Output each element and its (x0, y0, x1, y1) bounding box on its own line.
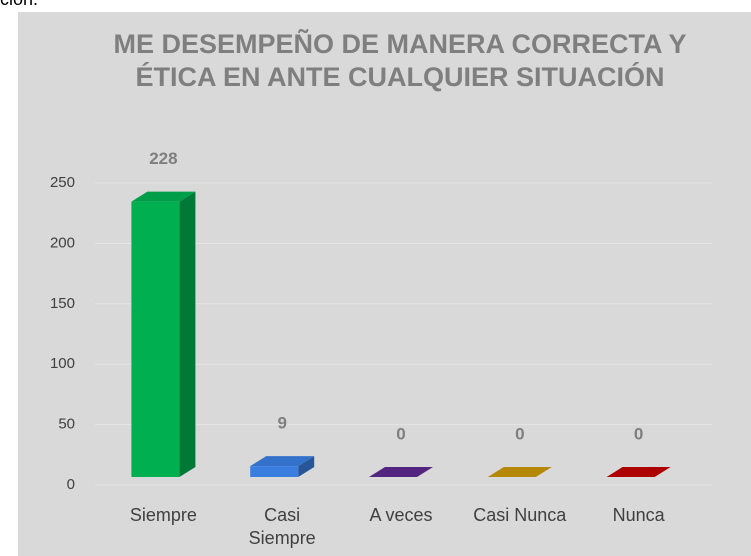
bar (250, 456, 315, 477)
bar (487, 467, 552, 477)
x-tick-label: Siempre (129, 505, 197, 525)
bar (131, 191, 196, 478)
bar-face (606, 467, 671, 477)
chart-title: ME DESEMPEÑO DE MANERA CORRECTA Y ÉTICA … (113, 29, 687, 92)
x-tick-label: Casi Siempre (248, 505, 316, 548)
bar-face (131, 191, 196, 202)
data-label: 0 (515, 424, 524, 443)
y-tick-label: 0 (67, 476, 75, 493)
bar-face (179, 191, 196, 478)
bar-face (487, 467, 552, 477)
y-tick-label: 50 (58, 416, 75, 433)
bar (369, 467, 433, 477)
data-label: 228 (149, 149, 177, 168)
bar-face (131, 201, 180, 478)
bar-face (250, 456, 315, 467)
bar-face (298, 456, 315, 477)
y-tick-label: 150 (50, 295, 75, 312)
y-tick-label: 250 (50, 174, 75, 191)
data-label: 9 (277, 414, 286, 433)
x-tick-label: A veces (369, 505, 433, 525)
x-tick-label: Casi Nunca (473, 505, 567, 525)
data-label: 0 (634, 424, 643, 443)
caption: ción. (0, 0, 38, 10)
bar (606, 467, 671, 477)
y-tick-label: 100 (50, 355, 75, 372)
x-tick-label: Nunca (612, 505, 665, 525)
bar-face (250, 466, 299, 477)
data-label: 0 (396, 424, 405, 443)
bar-face (369, 467, 433, 477)
y-tick-label: 200 (50, 234, 75, 251)
